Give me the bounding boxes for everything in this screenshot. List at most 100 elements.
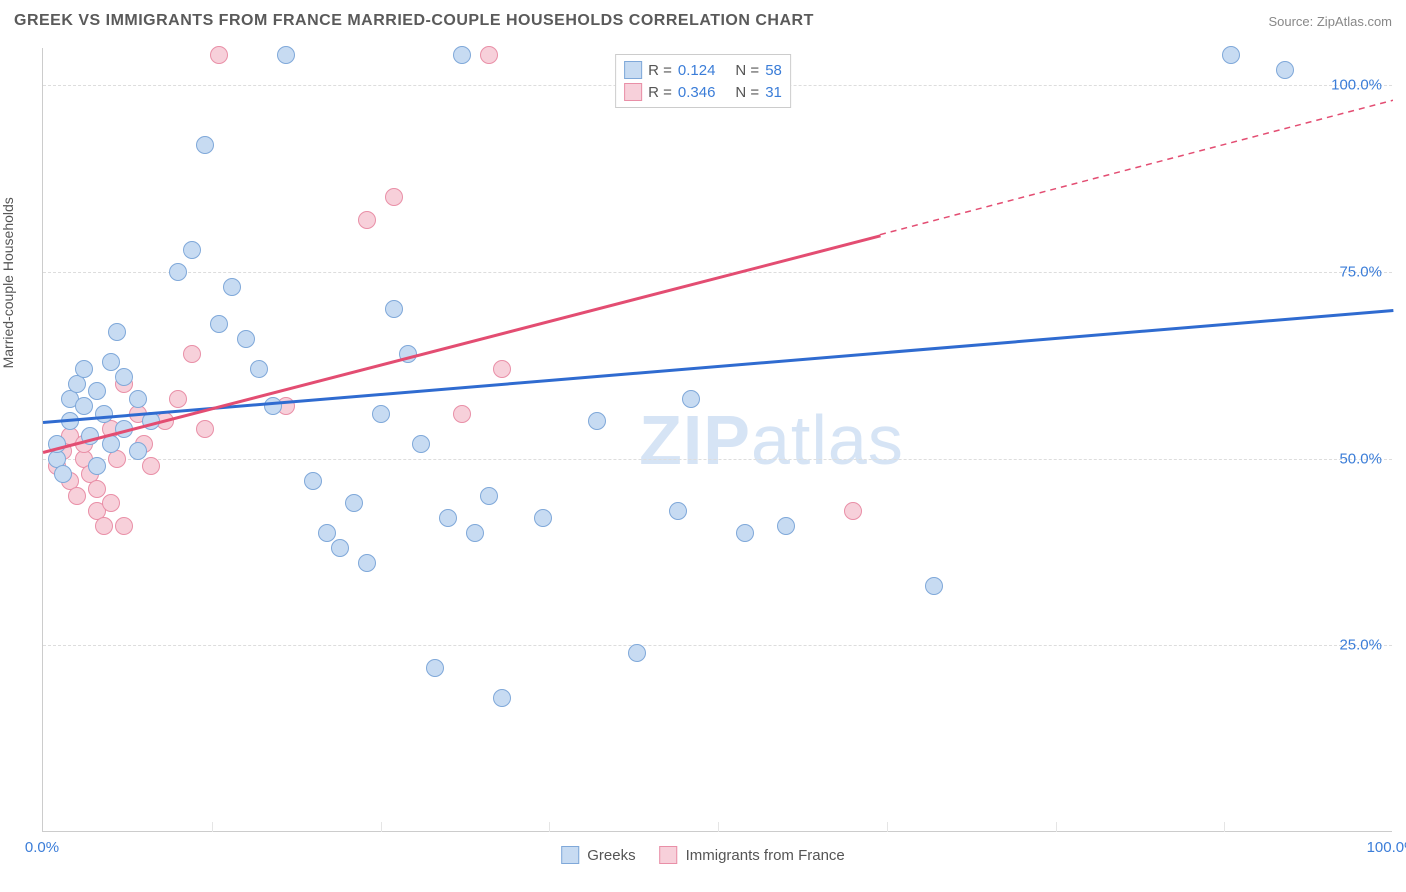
scatter-point-greeks [682, 390, 700, 408]
plot-area: ZIPatlas 25.0% 50.0% 75.0% 100.0% [42, 48, 1392, 832]
n-label: N = [735, 62, 759, 79]
scatter-point-greeks [669, 502, 687, 520]
legend-row: R = 0.346 N = 31 [624, 81, 782, 103]
scatter-point-greeks [588, 412, 606, 430]
scatter-point-greeks [250, 360, 268, 378]
x-minor-tick [887, 822, 888, 832]
scatter-point-greeks [223, 278, 241, 296]
scatter-point-greeks [95, 405, 113, 423]
scatter-point-france [68, 487, 86, 505]
scatter-point-france [196, 420, 214, 438]
scatter-point-greeks [777, 517, 795, 535]
scatter-point-greeks [426, 659, 444, 677]
scatter-point-greeks [385, 300, 403, 318]
scatter-point-greeks [331, 539, 349, 557]
scatter-point-greeks [88, 382, 106, 400]
scatter-point-france [169, 390, 187, 408]
legend-item-france: Immigrants from France [660, 846, 845, 864]
scatter-point-france [453, 405, 471, 423]
scatter-point-greeks [75, 397, 93, 415]
scatter-point-greeks [264, 397, 282, 415]
scatter-point-france [210, 46, 228, 64]
r-value: 0.124 [678, 62, 716, 79]
watermark-light: atlas [751, 401, 904, 479]
trend-line-france-dashed [43, 48, 1393, 832]
r-value: 0.346 [678, 84, 716, 101]
n-value: 58 [765, 62, 782, 79]
x-minor-tick [718, 822, 719, 832]
scatter-point-greeks [237, 330, 255, 348]
gridline-h [43, 459, 1392, 460]
chart-title: GREEK VS IMMIGRANTS FROM FRANCE MARRIED-… [14, 12, 814, 30]
scatter-point-greeks [196, 136, 214, 154]
n-value: 31 [765, 84, 782, 101]
scatter-point-greeks [304, 472, 322, 490]
scatter-point-france [183, 345, 201, 363]
scatter-point-france [88, 480, 106, 498]
scatter-point-greeks [345, 494, 363, 512]
watermark: ZIPatlas [639, 400, 904, 480]
x-minor-tick [212, 822, 213, 832]
scatter-point-greeks [453, 46, 471, 64]
gridline-h [43, 272, 1392, 273]
y-axis-label: Married-couple Households [0, 197, 16, 368]
scatter-point-greeks [534, 509, 552, 527]
scatter-point-greeks [1276, 61, 1294, 79]
legend-series: Greeks Immigrants from France [561, 846, 845, 864]
r-label: R = [648, 62, 672, 79]
legend-label: Immigrants from France [686, 847, 845, 864]
x-tick-label: 100.0% [1367, 839, 1406, 856]
scatter-point-greeks [169, 263, 187, 281]
scatter-point-greeks [129, 442, 147, 460]
scatter-point-greeks [358, 554, 376, 572]
scatter-point-greeks [1222, 46, 1240, 64]
scatter-point-greeks [466, 524, 484, 542]
legend-label: Greeks [587, 847, 635, 864]
scatter-point-france [142, 457, 160, 475]
r-label: R = [648, 84, 672, 101]
x-minor-tick [1056, 822, 1057, 832]
scatter-point-greeks [628, 644, 646, 662]
legend-item-greeks: Greeks [561, 846, 635, 864]
scatter-point-greeks [736, 524, 754, 542]
scatter-point-greeks [129, 390, 147, 408]
y-tick-label: 50.0% [1339, 450, 1382, 467]
scatter-point-greeks [183, 241, 201, 259]
scatter-point-france [95, 517, 113, 535]
x-minor-tick [381, 822, 382, 832]
scatter-point-france [844, 502, 862, 520]
x-minor-tick [1224, 822, 1225, 832]
scatter-point-greeks [102, 353, 120, 371]
y-tick-label: 75.0% [1339, 264, 1382, 281]
swatch-france [624, 83, 642, 101]
scatter-point-greeks [412, 435, 430, 453]
chart-container: GREEK VS IMMIGRANTS FROM FRANCE MARRIED-… [0, 0, 1406, 892]
scatter-point-greeks [210, 315, 228, 333]
x-minor-tick [549, 822, 550, 832]
y-tick-label: 100.0% [1331, 77, 1382, 94]
scatter-point-greeks [493, 689, 511, 707]
scatter-point-france [102, 494, 120, 512]
scatter-point-france [493, 360, 511, 378]
scatter-point-greeks [108, 323, 126, 341]
swatch-greeks [624, 61, 642, 79]
scatter-point-greeks [480, 487, 498, 505]
x-tick-label: 0.0% [25, 839, 59, 856]
watermark-bold: ZIP [639, 401, 751, 479]
gridline-h [43, 645, 1392, 646]
scatter-point-greeks [88, 457, 106, 475]
scatter-point-greeks [439, 509, 457, 527]
scatter-point-greeks [372, 405, 390, 423]
y-tick-label: 25.0% [1339, 637, 1382, 654]
scatter-point-greeks [115, 368, 133, 386]
scatter-point-greeks [75, 360, 93, 378]
swatch-greeks [561, 846, 579, 864]
scatter-point-france [358, 211, 376, 229]
source-label: Source: ZipAtlas.com [1268, 14, 1392, 29]
swatch-france [660, 846, 678, 864]
scatter-point-greeks [54, 465, 72, 483]
n-label: N = [735, 84, 759, 101]
scatter-point-france [480, 46, 498, 64]
scatter-point-greeks [277, 46, 295, 64]
scatter-point-greeks [925, 577, 943, 595]
